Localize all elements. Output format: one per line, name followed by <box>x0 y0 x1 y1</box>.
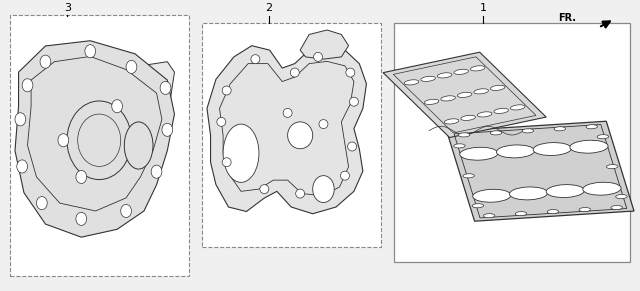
Bar <box>202 23 381 247</box>
Ellipse shape <box>112 100 122 113</box>
Ellipse shape <box>291 68 300 77</box>
Ellipse shape <box>490 85 505 91</box>
Ellipse shape <box>583 182 621 195</box>
Ellipse shape <box>124 122 153 169</box>
Ellipse shape <box>424 99 439 104</box>
Polygon shape <box>207 46 367 214</box>
Ellipse shape <box>437 73 452 78</box>
Ellipse shape <box>522 129 534 133</box>
Ellipse shape <box>162 123 173 136</box>
Text: FR.: FR. <box>558 13 576 23</box>
Ellipse shape <box>444 119 459 124</box>
Ellipse shape <box>533 143 572 155</box>
Ellipse shape <box>222 158 231 167</box>
Ellipse shape <box>22 79 33 92</box>
Ellipse shape <box>121 204 131 218</box>
Ellipse shape <box>490 131 502 135</box>
Ellipse shape <box>441 96 456 101</box>
Ellipse shape <box>597 135 609 139</box>
Ellipse shape <box>287 122 313 149</box>
Ellipse shape <box>509 187 548 200</box>
Ellipse shape <box>17 160 28 173</box>
Ellipse shape <box>511 105 525 110</box>
Ellipse shape <box>460 147 498 160</box>
Ellipse shape <box>223 124 259 182</box>
Polygon shape <box>447 121 634 221</box>
Ellipse shape <box>547 210 559 214</box>
Ellipse shape <box>461 115 476 120</box>
Ellipse shape <box>349 97 358 106</box>
Ellipse shape <box>458 133 470 137</box>
Ellipse shape <box>611 205 623 210</box>
Ellipse shape <box>474 89 488 94</box>
Ellipse shape <box>616 194 627 199</box>
Bar <box>394 23 630 262</box>
Ellipse shape <box>579 207 591 212</box>
Ellipse shape <box>160 81 171 95</box>
Polygon shape <box>383 52 546 138</box>
Ellipse shape <box>607 165 618 169</box>
Ellipse shape <box>458 92 472 97</box>
Ellipse shape <box>40 55 51 68</box>
Ellipse shape <box>470 66 485 71</box>
Ellipse shape <box>494 108 508 113</box>
Ellipse shape <box>314 52 323 61</box>
Ellipse shape <box>546 184 584 198</box>
Ellipse shape <box>222 86 231 95</box>
Ellipse shape <box>586 125 598 129</box>
Ellipse shape <box>67 101 131 180</box>
Ellipse shape <box>340 171 349 180</box>
Ellipse shape <box>554 127 566 131</box>
Ellipse shape <box>346 68 355 77</box>
Ellipse shape <box>483 214 495 218</box>
Polygon shape <box>15 41 175 237</box>
Ellipse shape <box>454 69 468 74</box>
Polygon shape <box>24 62 175 132</box>
Ellipse shape <box>217 117 226 126</box>
Ellipse shape <box>36 197 47 210</box>
Ellipse shape <box>151 165 162 178</box>
Ellipse shape <box>473 189 511 202</box>
Ellipse shape <box>313 176 334 203</box>
Text: 1: 1 <box>480 3 486 13</box>
Ellipse shape <box>463 174 474 178</box>
Ellipse shape <box>472 204 484 208</box>
Text: 3: 3 <box>64 3 70 13</box>
Ellipse shape <box>58 134 68 147</box>
Ellipse shape <box>404 80 419 85</box>
Ellipse shape <box>477 112 492 117</box>
Ellipse shape <box>421 76 435 81</box>
Ellipse shape <box>260 184 269 194</box>
Ellipse shape <box>251 55 260 64</box>
Ellipse shape <box>348 142 356 151</box>
Polygon shape <box>300 30 349 59</box>
Ellipse shape <box>283 109 292 117</box>
Ellipse shape <box>296 189 305 198</box>
Ellipse shape <box>497 145 534 158</box>
Ellipse shape <box>319 120 328 129</box>
Ellipse shape <box>515 212 527 216</box>
Ellipse shape <box>570 140 608 153</box>
Ellipse shape <box>76 171 86 184</box>
Ellipse shape <box>126 61 137 74</box>
Text: 2: 2 <box>265 3 273 13</box>
Ellipse shape <box>454 144 465 148</box>
Ellipse shape <box>76 212 86 225</box>
Ellipse shape <box>85 45 95 58</box>
Ellipse shape <box>15 113 26 126</box>
Bar <box>10 15 189 276</box>
